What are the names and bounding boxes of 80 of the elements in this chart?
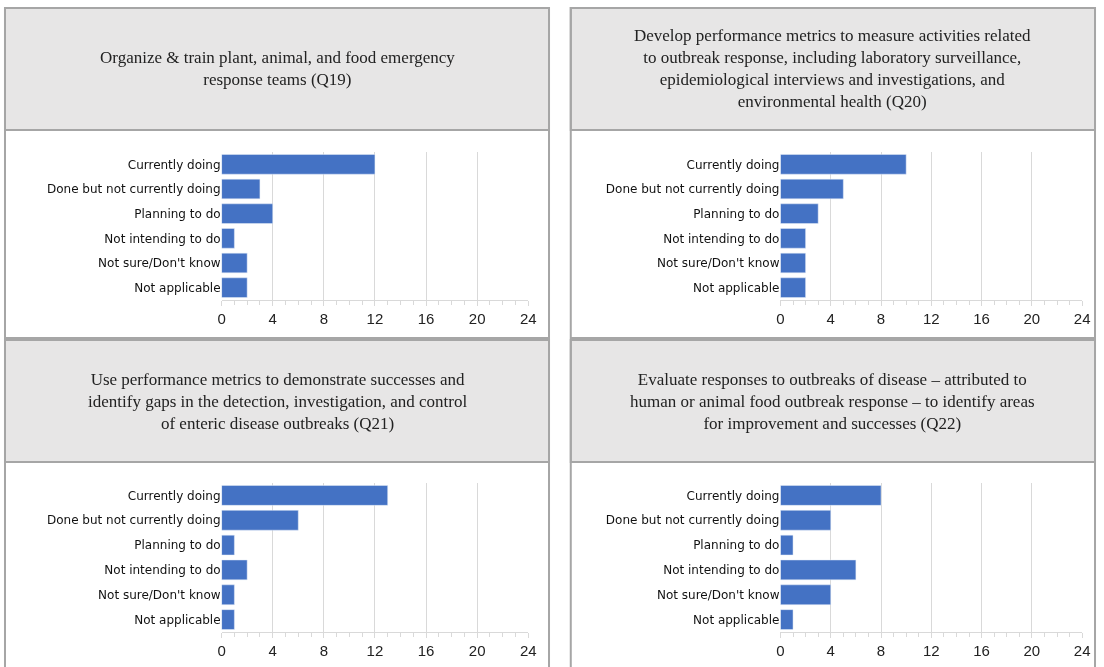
x-tick-label: 8 — [319, 310, 328, 327]
y-tick-label: Done but not currently doing — [605, 513, 780, 528]
x-tick-label: 0 — [217, 310, 226, 327]
bar — [780, 534, 794, 556]
y-tick-label: Currently doing — [127, 157, 221, 172]
x-tick-label: 12 — [366, 310, 384, 327]
x-tick-label: 16 — [973, 642, 990, 659]
x-tick-label: 8 — [876, 310, 886, 327]
y-tick-label: Currently doing — [686, 488, 780, 503]
bar — [221, 510, 299, 531]
bar — [780, 178, 844, 200]
bar — [221, 228, 235, 249]
bar — [221, 252, 248, 274]
bar — [221, 178, 261, 200]
y-tick-label: Currently doing — [686, 157, 780, 172]
bar — [780, 584, 831, 605]
bar — [780, 485, 882, 506]
x-tick-label: 4 — [826, 310, 835, 327]
x-tick-label: 20 — [1023, 310, 1041, 327]
x-tick-label: 8 — [876, 642, 886, 659]
x-tick-label: 0 — [776, 642, 785, 659]
y-tick-label: Not applicable — [693, 612, 780, 627]
y-tick-label: Not sure/Don't know — [98, 256, 221, 271]
bar — [221, 534, 235, 556]
y-tick-label: Done but not currently doing — [605, 182, 780, 197]
y-tick-label: Currently doing — [127, 488, 221, 503]
x-tick-label: 8 — [319, 642, 328, 659]
x-tick-label: 20 — [1023, 642, 1041, 659]
x-tick-label: 24 — [1073, 310, 1091, 327]
x-tick-label: 0 — [217, 642, 226, 659]
x-tick-label: 24 — [519, 310, 537, 327]
bar — [780, 609, 794, 630]
x-tick-label: 16 — [417, 642, 435, 659]
x-tick-label: 4 — [268, 310, 277, 327]
y-tick-label: Done but not currently doing — [46, 182, 221, 197]
y-tick-label: Not intending to do — [663, 563, 780, 578]
x-tick-label: 20 — [468, 642, 486, 659]
bar — [221, 203, 273, 224]
bar — [780, 203, 819, 224]
bar — [780, 154, 907, 175]
y-tick-label: Not intending to do — [663, 231, 780, 246]
y-tick-label: Not applicable — [693, 280, 780, 295]
x-tick-label: 12 — [366, 642, 384, 659]
x-tick-label: 24 — [519, 642, 537, 659]
x-tick-label: 0 — [776, 310, 785, 327]
bar — [221, 609, 235, 630]
x-tick-label: 20 — [468, 310, 486, 327]
x-tick-label: 24 — [1073, 642, 1091, 659]
y-tick-label: Not intending to do — [104, 563, 221, 578]
bar — [221, 559, 248, 581]
chart-title: Develop performance metrics to measure activities related to outbreak response, including laboratory surveillance, epidemiological interviews and investigations, and environmental health (Q20) — [634, 26, 1031, 112]
y-tick-label: Not sure/Don't know — [656, 256, 780, 271]
bar — [780, 277, 806, 298]
y-tick-label: Planning to do — [693, 538, 780, 553]
x-tick-label: 4 — [268, 642, 277, 659]
x-tick-label: 12 — [922, 310, 940, 327]
y-tick-label: Not applicable — [134, 280, 221, 295]
bar — [780, 252, 806, 274]
bar — [780, 559, 857, 581]
x-tick-label: 16 — [417, 310, 435, 327]
bar — [221, 485, 388, 506]
x-tick-label: 16 — [973, 310, 990, 327]
y-tick-label: Planning to do — [134, 538, 221, 553]
chart-title: Use performance metrics to demonstrate successes and identify gaps in the detection, investigation, and control of enteric disease outbreaks (Q21) — [88, 370, 468, 434]
bar — [221, 154, 376, 175]
y-tick-label: Not sure/Don't know — [98, 587, 221, 602]
bar — [780, 510, 831, 531]
y-tick-label: Not sure/Don't know — [656, 587, 780, 602]
x-tick-label: 12 — [922, 642, 940, 659]
chart-title: Evaluate responses to outbreaks of disease – attributed to human or animal food outbreak response – to identify areas for improvement and successes (Q22) — [630, 370, 1035, 434]
y-tick-label: Planning to do — [134, 206, 221, 221]
bar — [780, 228, 806, 249]
bar — [221, 584, 235, 605]
bar — [221, 277, 248, 298]
y-tick-label: Done but not currently doing — [46, 513, 221, 528]
y-tick-label: Planning to do — [693, 206, 780, 221]
chart-title: Organize & train plant, animal, and food emergency response teams (Q19) — [100, 48, 456, 90]
y-tick-label: Not intending to do — [104, 231, 221, 246]
y-tick-label: Not applicable — [134, 612, 221, 627]
x-tick-label: 4 — [826, 642, 835, 659]
